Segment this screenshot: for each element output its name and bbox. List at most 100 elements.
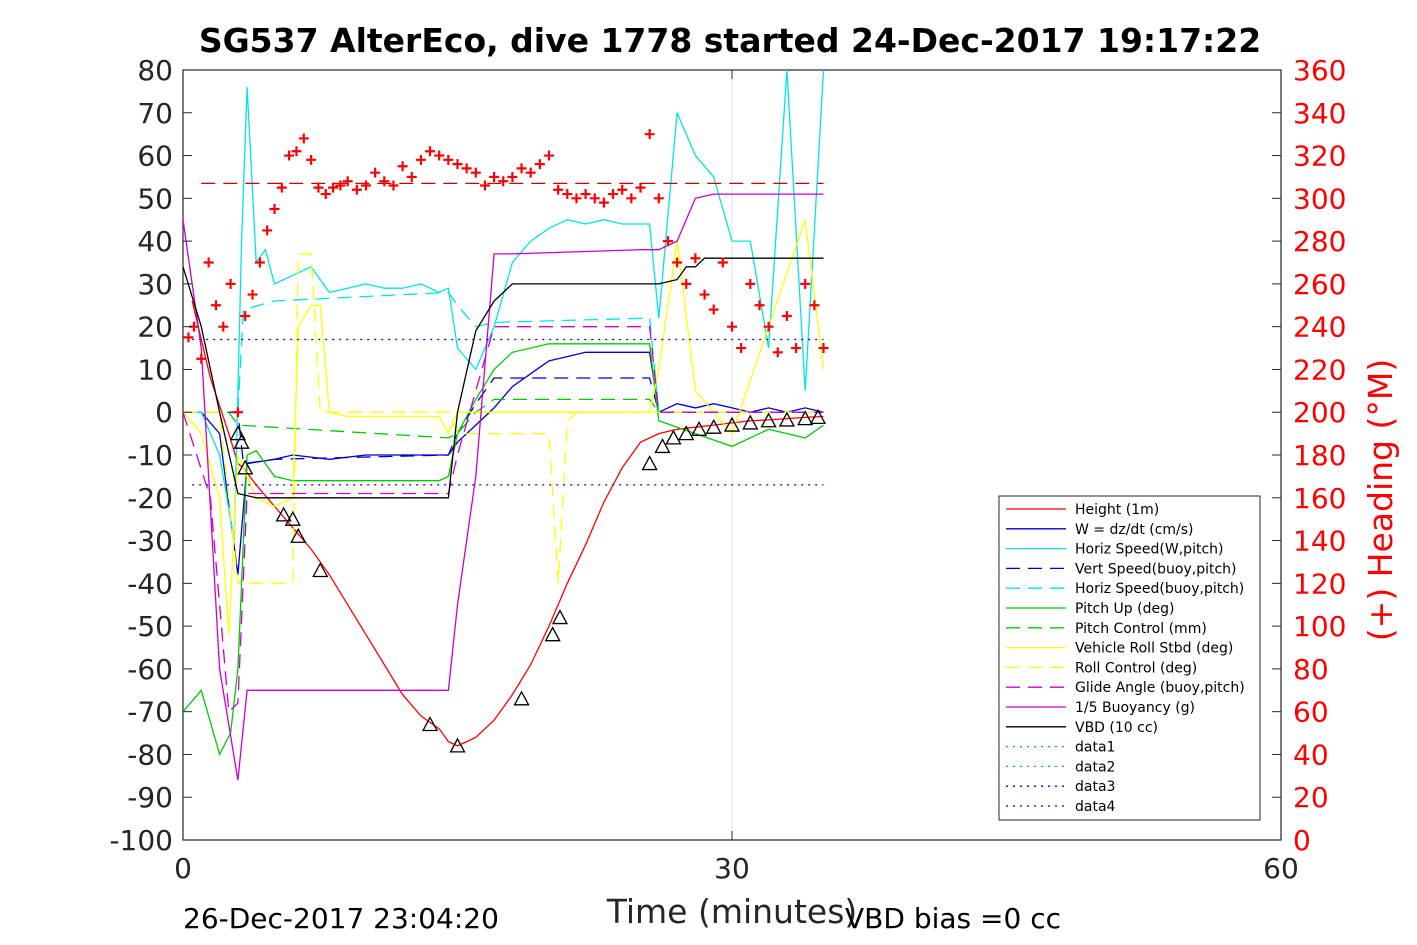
triangle-marker [421,716,439,732]
x-axis: 0 30 60 [174,70,1299,885]
left-tick-label: -80 [127,738,173,771]
heading-point [791,343,802,354]
triangle-marker [678,425,695,441]
legend-label-15: data4 [1075,799,1116,815]
heading-point [635,182,646,193]
x-tick-label: 0 [174,852,192,885]
left-tick-label: -20 [127,482,173,515]
legend-label-6: Pitch Control (mm) [1075,621,1207,637]
left-axis: 80 70 60 50 40 30 20 10 0 -10 -20 -30 -40 -50 -60 -70 -8… [109,54,192,857]
heading-point [254,257,265,268]
heading-point [653,193,664,204]
left-tick-label: 0 [155,396,173,429]
left-tick-label: 10 [137,353,173,386]
x-tick-label: 60 [1263,852,1299,885]
legend-label-13: data2 [1075,759,1115,775]
heading-point [351,184,362,195]
heading-point [571,193,582,204]
heading-point [763,321,774,332]
triangle-marker [742,414,759,430]
x-tick-label: 30 [714,852,750,885]
triangle-marker [797,410,814,426]
heading-point [269,204,280,215]
legend-label-9: Glide Angle (buoy,pitch) [1075,680,1245,696]
heading-point [313,182,324,193]
heading-point [608,189,619,200]
heading-point [562,189,573,200]
heading-point [617,184,628,195]
series-line-11 [182,257,824,499]
right-axis-label: (+) Heading (°M) [1361,359,1400,641]
legend-label-7: Vehicle Roll Stbd (deg) [1075,641,1233,657]
series-layer [182,69,825,781]
legend-label-8: Roll Control (deg) [1075,660,1197,676]
left-tick-label: -100 [109,824,173,857]
heading-point [218,321,229,332]
right-tick-label: 160 [1293,482,1346,515]
footer-timestamp: 26-Dec-2017 23:04:20 [183,902,499,935]
legend-label-12: data1 [1075,740,1115,756]
triangle-marker [233,433,250,449]
heading-point [298,133,309,144]
triangle-marker [760,412,777,428]
heading-point [232,407,243,418]
heading-point [717,257,728,268]
right-tick-label: 80 [1293,653,1329,686]
heading-point [498,176,509,187]
legend-label-1: W = dz/dt (cm/s) [1075,522,1194,538]
heading-point [800,278,811,289]
triangle-marker [723,416,741,432]
series-line-8 [183,253,824,584]
triangle-marker [641,455,658,471]
triangle-marker [705,418,722,434]
triangle-marker [809,408,827,425]
left-tick-label: 50 [137,182,173,215]
heading-point [247,289,258,300]
legend-label-10: 1/5 Buoyancy (g) [1075,700,1195,716]
heading-point [699,289,710,300]
triangle-marker [275,506,292,522]
heading-point [262,225,273,236]
heading-point [470,167,481,178]
left-tick-label: 60 [137,140,173,173]
heading-point [772,347,783,358]
heading-point [210,300,221,311]
heading-point [534,159,545,170]
heading-point [361,180,371,191]
heading-point [379,176,390,187]
right-tick-label: 60 [1293,696,1329,729]
legend-label-4: Horiz Speed(buoy,pitch) [1075,581,1244,597]
left-tick-label: -90 [127,781,173,814]
heading-point [196,353,207,364]
heading-point [553,184,564,195]
left-tick-label: -70 [127,696,173,729]
left-tick-label: 80 [137,54,173,87]
series-line-4 [237,291,824,413]
heading-point [203,257,214,268]
heading-point [306,154,317,165]
heading-point [672,257,683,268]
heading-point [370,167,381,178]
heading-point [516,163,527,174]
triangle-marker [449,737,466,753]
right-tick-label: 0 [1293,824,1311,857]
triangle-marker [544,626,561,642]
heading-point [745,278,756,289]
heading-point [461,163,472,174]
heading-point [284,150,295,161]
right-tick-label: 280 [1293,225,1346,258]
heading-point [507,171,518,182]
chart-title: SG537 AlterEco, dive 1778 started 24-Dec… [199,21,1261,60]
heading-point [736,343,747,354]
right-tick-label: 200 [1293,396,1346,429]
right-tick-label: 260 [1293,268,1346,301]
heading-point [328,182,339,193]
heading-point [291,146,302,157]
heading-point [452,159,463,170]
heading-point [662,236,673,247]
right-tick-label: 100 [1293,610,1346,643]
left-tick-label: 20 [137,311,173,344]
triangle-marker [654,438,671,454]
heading-point [781,310,792,321]
left-tick-label: -60 [127,653,173,686]
